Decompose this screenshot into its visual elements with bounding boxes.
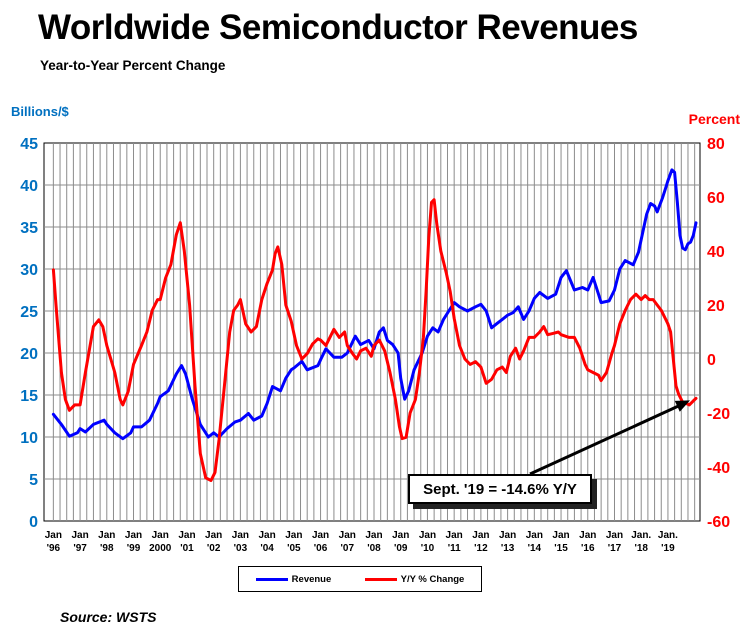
left-tick-label: 40 (20, 178, 38, 195)
left-tick-label: 25 (20, 304, 38, 321)
series (51, 168, 698, 482)
x-tick-label: Jan. (658, 530, 678, 541)
x-tick-label: Jan (178, 530, 195, 541)
x-tick-year-label: '01 (180, 543, 194, 554)
x-tick-label: Jan (259, 530, 276, 541)
chart-subtitle: Year-to-Year Percent Change (40, 58, 226, 73)
x-tick-label: Jan (579, 530, 596, 541)
right-tick-label: 80 (707, 136, 725, 153)
axes: 0 5 10 15 20 25 30 35 40 45 -60 -40 -20 0 20 40 60 80 Jan '… (20, 136, 730, 554)
x-tick-year-label: '03 (234, 543, 248, 554)
x-tick-year-label: '18 (634, 543, 648, 554)
right-tick-label: 0 (707, 352, 716, 369)
legend-item-revenue: Revenue (255, 573, 332, 585)
x-tick-year-label: '14 (528, 543, 542, 554)
x-tick-year-label: '07 (341, 543, 355, 554)
x-tick-year-label: '04 (260, 543, 274, 554)
x-tick-label: Jan (152, 530, 169, 541)
x-tick-year-label: 2000 (149, 543, 172, 554)
revenue-line (51, 168, 698, 441)
x-tick-year-label: '15 (554, 543, 568, 554)
x-tick-label: Jan. (631, 530, 651, 541)
right-tick-label: 60 (707, 190, 725, 207)
grid (43, 142, 701, 522)
x-tick-label: Jan (98, 530, 115, 541)
right-tick-label: -20 (707, 406, 730, 423)
x-tick-label: Jan (45, 530, 62, 541)
x-tick-label: Jan (472, 530, 489, 541)
legend-item-yoy: Y/Y % Change (364, 573, 465, 585)
x-tick-label: Jan (232, 530, 249, 541)
arrow-head (674, 400, 690, 412)
right-tick-label: 40 (707, 244, 725, 261)
left-axis-label: Billions/$ (11, 104, 70, 119)
right-axis-label: Percent (689, 111, 741, 127)
arrow-shaft (529, 403, 683, 476)
x-tick-label: Jan (552, 530, 569, 541)
legend-swatch-revenue (255, 577, 288, 581)
x-tick-label: Jan (392, 530, 409, 541)
left-tick-label: 30 (20, 262, 38, 279)
x-tick-label: Jan (71, 530, 88, 541)
x-tick-label: Jan (526, 530, 543, 541)
x-tick-year-label: '16 (581, 543, 595, 554)
x-tick-year-label: '09 (394, 543, 408, 554)
left-tick-label: 10 (20, 430, 38, 447)
x-tick-year-label: '19 (661, 543, 675, 554)
x-tick-year-label: '02 (207, 543, 221, 554)
x-tick-year-label: '97 (73, 543, 87, 554)
right-tick-label: -40 (707, 460, 730, 477)
x-tick-year-label: '12 (474, 543, 488, 554)
x-tick-year-label: '05 (287, 543, 301, 554)
callout-box: Sept. '19 = -14.6% Y/Y (408, 474, 592, 504)
source-note: Source: WSTS (60, 609, 157, 625)
x-tick-year-label: '99 (127, 543, 141, 554)
x-tick-label: Jan (285, 530, 302, 541)
legend-label-revenue: Revenue (291, 573, 332, 585)
x-tick-label: Jan (339, 530, 356, 541)
x-tick-label: Jan (312, 530, 329, 541)
x-tick-year-label: '11 (448, 543, 461, 554)
x-tick-year-label: '17 (608, 543, 622, 554)
x-tick-label: Jan (499, 530, 516, 541)
x-tick-year-label: '08 (367, 543, 381, 554)
right-tick-label: -60 (707, 514, 730, 531)
left-tick-label: 20 (20, 346, 38, 363)
yoy-change-line (51, 198, 698, 482)
x-tick-label: Jan (419, 530, 436, 541)
left-tick-label: 0 (29, 514, 38, 531)
x-tick-year-label: '96 (47, 543, 61, 554)
left-tick-label: 35 (20, 220, 38, 237)
x-tick-year-label: '10 (421, 543, 435, 554)
left-tick-label: 15 (20, 388, 38, 405)
x-tick-label: Jan (446, 530, 463, 541)
left-tick-label: 45 (20, 136, 38, 153)
x-tick-label: Jan (606, 530, 623, 541)
x-tick-year-label: '06 (314, 543, 328, 554)
x-tick-year-label: '98 (100, 543, 114, 554)
legend-swatch-yoy (364, 577, 397, 581)
x-tick-year-label: '13 (501, 543, 515, 554)
legend: Revenue Y/Y % Change (238, 566, 482, 592)
legend-label-yoy: Y/Y % Change (400, 573, 465, 585)
x-tick-label: Jan (125, 530, 142, 541)
chart-title: Worldwide Semiconductor Revenues (38, 8, 638, 47)
x-tick-label: Jan (365, 530, 382, 541)
right-tick-label: 20 (707, 298, 725, 315)
left-tick-label: 5 (29, 472, 38, 489)
callout-arrow (529, 400, 690, 476)
x-tick-label: Jan (205, 530, 222, 541)
